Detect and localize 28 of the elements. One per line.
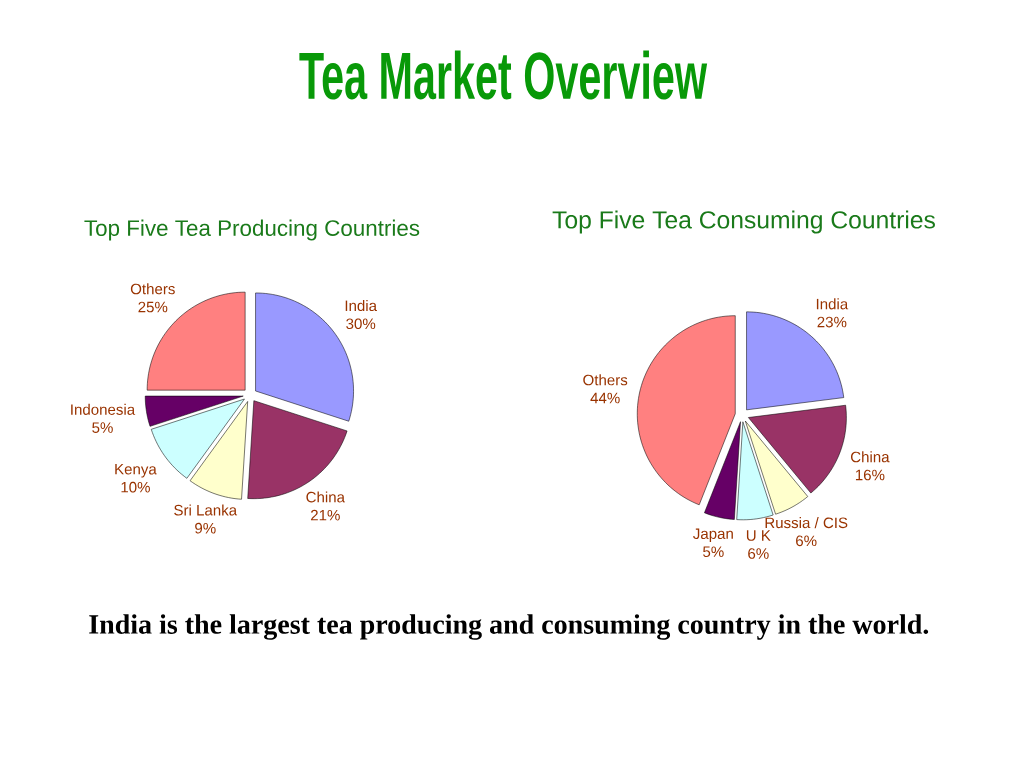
slice-label: Others [130,283,175,295]
text: Tea Market Overview [299,50,708,100]
data-label: 10% [121,481,150,493]
chart-title: Top Five Tea Consuming Countries [552,210,935,234]
slice-label: Sri Lanka [174,504,238,516]
text: India is the largest tea producing and consuming country in the world. [89,614,929,640]
slice-label: Others [583,374,628,386]
slice-label: Japan [693,528,733,542]
slice-label: Kenya [115,464,157,478]
data-label: 5% [703,546,724,557]
slice-label: U K [746,530,771,541]
slice-label: Russia / CIS [765,517,848,529]
data-label: 6% [796,535,817,547]
data-label: 9% [195,522,216,534]
slice-label: India [816,298,849,310]
data-label: 44% [590,392,620,404]
slice-label: China [306,491,345,503]
data-label: 6% [748,548,769,559]
data-label: 25% [138,301,168,313]
chart-title: Top Five Tea Producing Countries [84,219,420,241]
slice-label: Indonesia [71,403,136,415]
data-label: 16% [855,469,885,481]
data-label: 5% [92,422,113,433]
slice-label: China [850,451,890,463]
data-label: 30% [346,318,376,330]
data-label: 21% [310,509,340,521]
slice-label: India [345,300,378,312]
data-label: 23% [817,316,847,328]
